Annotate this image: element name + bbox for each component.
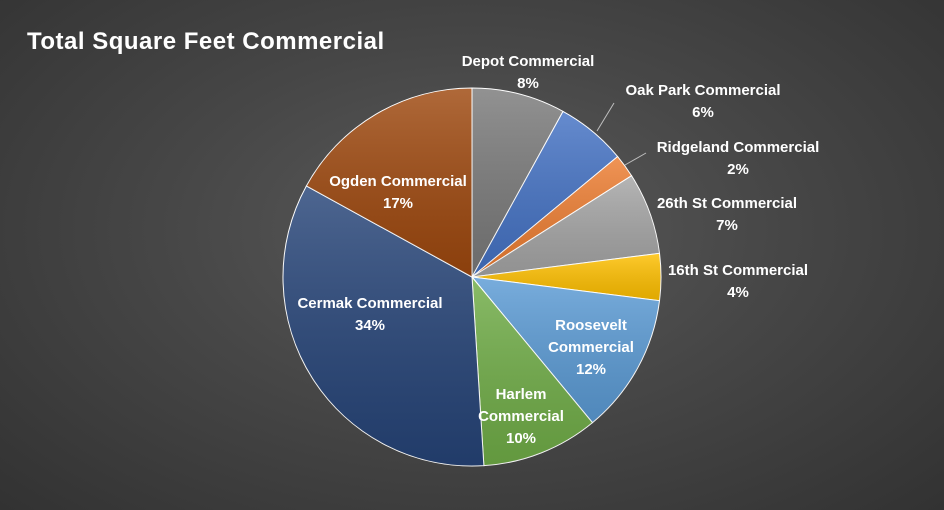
slice-shade-oak-park-commercial — [472, 111, 618, 277]
value-label-ogden-commercial: 17% — [383, 195, 413, 212]
leader-line-oak-park-commercial — [596, 102, 615, 132]
label-ridgeland-commercial: Ridgeland Commercial — [657, 139, 820, 156]
label-oak-park-commercial: Oak Park Commercial — [625, 82, 780, 99]
value-label-ridgeland-commercial: 2% — [727, 161, 749, 178]
pie-slices — [282, 87, 662, 467]
label-26th-st-commercial: 26th St Commercial — [657, 195, 797, 212]
leader-line-ridgeland-commercial — [624, 152, 647, 166]
slice-shade-depot-commercial — [472, 88, 564, 277]
label-ogden-commercial: Ogden Commercial — [329, 173, 467, 190]
value-label-16th-st-commercial: 4% — [727, 284, 749, 301]
label-cermak-commercial: Cermak Commercial — [297, 295, 442, 312]
value-label-26th-st-commercial: 7% — [716, 217, 738, 234]
slice-shade-26th-st-commercial — [472, 175, 660, 277]
label-16th-st-commercial: 16th St Commercial — [668, 262, 808, 279]
slice-shade-harlem-commercial — [472, 277, 593, 466]
slice-shade-roosevelt-commercial — [472, 277, 660, 423]
label-roosevelt-commercial-line-2: Commercial — [548, 339, 634, 356]
chart-title: Total Square Feet Commercial — [27, 28, 385, 55]
value-label-depot-commercial: 8% — [517, 75, 539, 92]
label-harlem-commercial-line-1: Harlem — [496, 386, 547, 403]
value-label-oak-park-commercial: 6% — [692, 104, 714, 121]
label-roosevelt-commercial-line-1: Roosevelt — [555, 317, 627, 334]
label-depot-commercial: Depot Commercial — [462, 53, 595, 70]
data-labels: Depot Commercial 8% Oak Park Commercial 6% R… — [297, 53, 819, 447]
value-label-roosevelt-commercial: 12% — [576, 361, 606, 378]
value-label-harlem-commercial: 10% — [506, 430, 536, 447]
slice-shade-ridgeland-commercial — [472, 156, 632, 277]
label-harlem-commercial-line-2: Commercial — [478, 408, 564, 425]
value-label-cermak-commercial: 34% — [355, 317, 385, 334]
slice-shade-ogden-commercial — [306, 88, 472, 277]
slice-shade-16th-st-commercial — [472, 253, 662, 301]
leader-lines — [596, 102, 647, 166]
